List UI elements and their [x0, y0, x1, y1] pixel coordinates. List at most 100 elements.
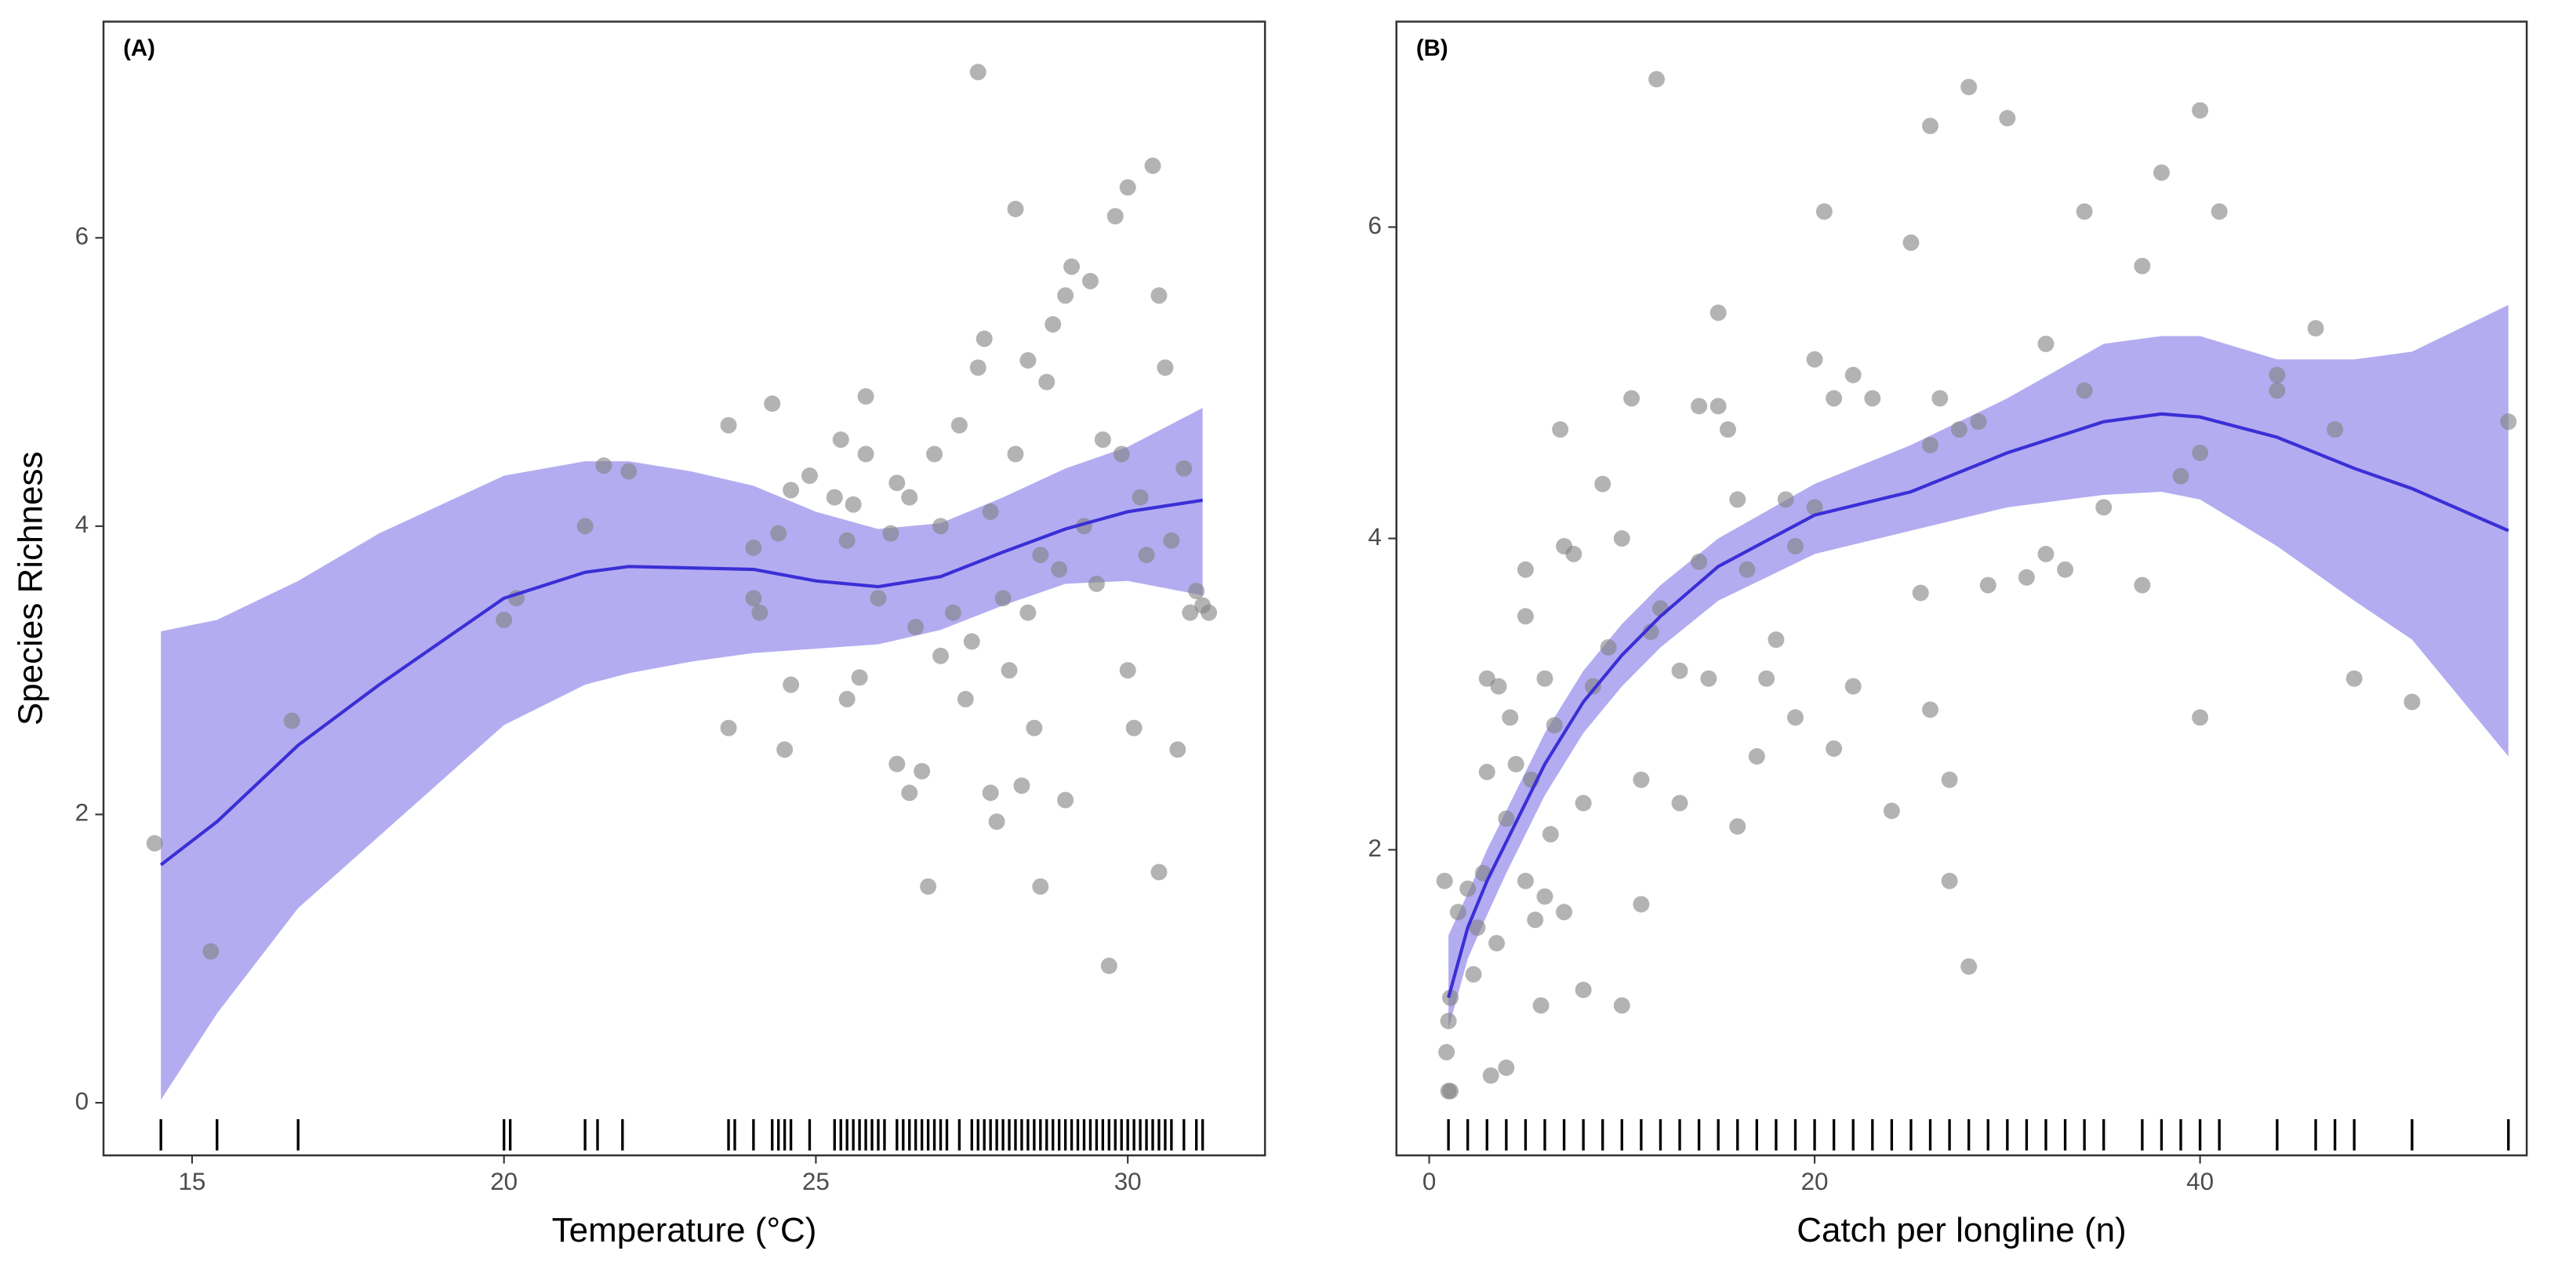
point [776, 741, 794, 758]
point [1106, 208, 1124, 225]
point [2500, 413, 2517, 431]
point [1806, 351, 1823, 368]
point [1960, 78, 1978, 96]
point [1527, 911, 1544, 929]
point [1941, 872, 1958, 889]
point [1169, 741, 1186, 758]
point [1125, 719, 1143, 736]
point [1922, 701, 1938, 718]
point [1081, 272, 1099, 289]
point [1026, 719, 1043, 736]
point [1883, 802, 1900, 820]
point [914, 762, 931, 780]
y-tick-label: 2 [1368, 834, 1381, 862]
point [1019, 352, 1037, 369]
point [1498, 1059, 1515, 1076]
panel: (B) 0 20 40 2 4 6 Catch per longline (n) [1368, 20, 2528, 1249]
confidence-band [1448, 304, 2509, 1029]
point [926, 445, 943, 463]
point [146, 834, 163, 852]
x-tick-label: 40 [2186, 1168, 2214, 1195]
point [1019, 604, 1037, 621]
point [969, 359, 986, 376]
point [783, 482, 800, 499]
point [1532, 997, 1550, 1014]
point [851, 669, 868, 686]
point [2076, 382, 2093, 399]
point [1482, 1067, 1499, 1084]
point [1188, 583, 1205, 600]
point [1902, 234, 1920, 251]
point [988, 813, 1005, 831]
point [1691, 553, 1708, 570]
point [1600, 638, 1617, 656]
point [1163, 532, 1180, 549]
point [1175, 460, 1193, 477]
point [1013, 777, 1030, 794]
point [2076, 203, 2093, 220]
point [764, 395, 781, 413]
point [845, 496, 862, 513]
point [2095, 499, 2113, 516]
point [1950, 421, 1967, 438]
point [1144, 157, 1161, 174]
point [907, 619, 925, 635]
point [826, 489, 843, 506]
point [1536, 888, 1553, 905]
point [882, 525, 899, 542]
point [720, 416, 737, 434]
point [1844, 366, 1862, 384]
point [2403, 693, 2421, 711]
fit-line [1447, 412, 2509, 998]
point [1691, 398, 1708, 415]
point [720, 719, 737, 736]
point [1063, 258, 1081, 275]
point [1045, 316, 1062, 333]
point [857, 445, 874, 463]
x-tick-label: 20 [1801, 1168, 1829, 1195]
point [1038, 373, 1055, 391]
point [1517, 608, 1534, 625]
point [969, 64, 986, 81]
point [1815, 203, 1833, 220]
point [1498, 810, 1515, 827]
panel-border [102, 20, 1266, 1157]
point [932, 518, 949, 535]
y-tick-label: 4 [75, 511, 89, 538]
point [1806, 499, 1823, 516]
point [1777, 491, 1794, 508]
point [1032, 878, 1049, 895]
point [1613, 997, 1630, 1014]
point [888, 755, 906, 773]
point [838, 690, 856, 707]
point [1758, 670, 1775, 687]
point [976, 330, 993, 347]
fit-line [159, 498, 1203, 867]
point [783, 676, 800, 693]
plot-area [146, 64, 1218, 1151]
point [1748, 747, 1765, 765]
point [2134, 576, 2151, 594]
point [1768, 631, 1785, 649]
point [1648, 71, 1666, 88]
point [2327, 421, 2344, 438]
point [994, 590, 1012, 607]
x-axis-title: Catch per longline (n) [1797, 1211, 2127, 1249]
point [1459, 880, 1477, 897]
point [1729, 818, 1746, 835]
point [932, 647, 949, 664]
point [2037, 335, 2055, 352]
point [982, 503, 999, 520]
point [2134, 257, 2151, 275]
point [2037, 545, 2055, 562]
x-tick-label: 20 [490, 1168, 518, 1195]
point [2345, 670, 2363, 687]
point [1633, 771, 1650, 788]
point [1438, 1044, 1455, 1061]
point [1575, 981, 1592, 998]
point [1709, 304, 1727, 322]
point [1787, 709, 1804, 726]
panel: (A) 15 20 25 30 0 2 4 6 Temperature (°C) Species R… [12, 20, 1266, 1249]
point [496, 611, 513, 628]
